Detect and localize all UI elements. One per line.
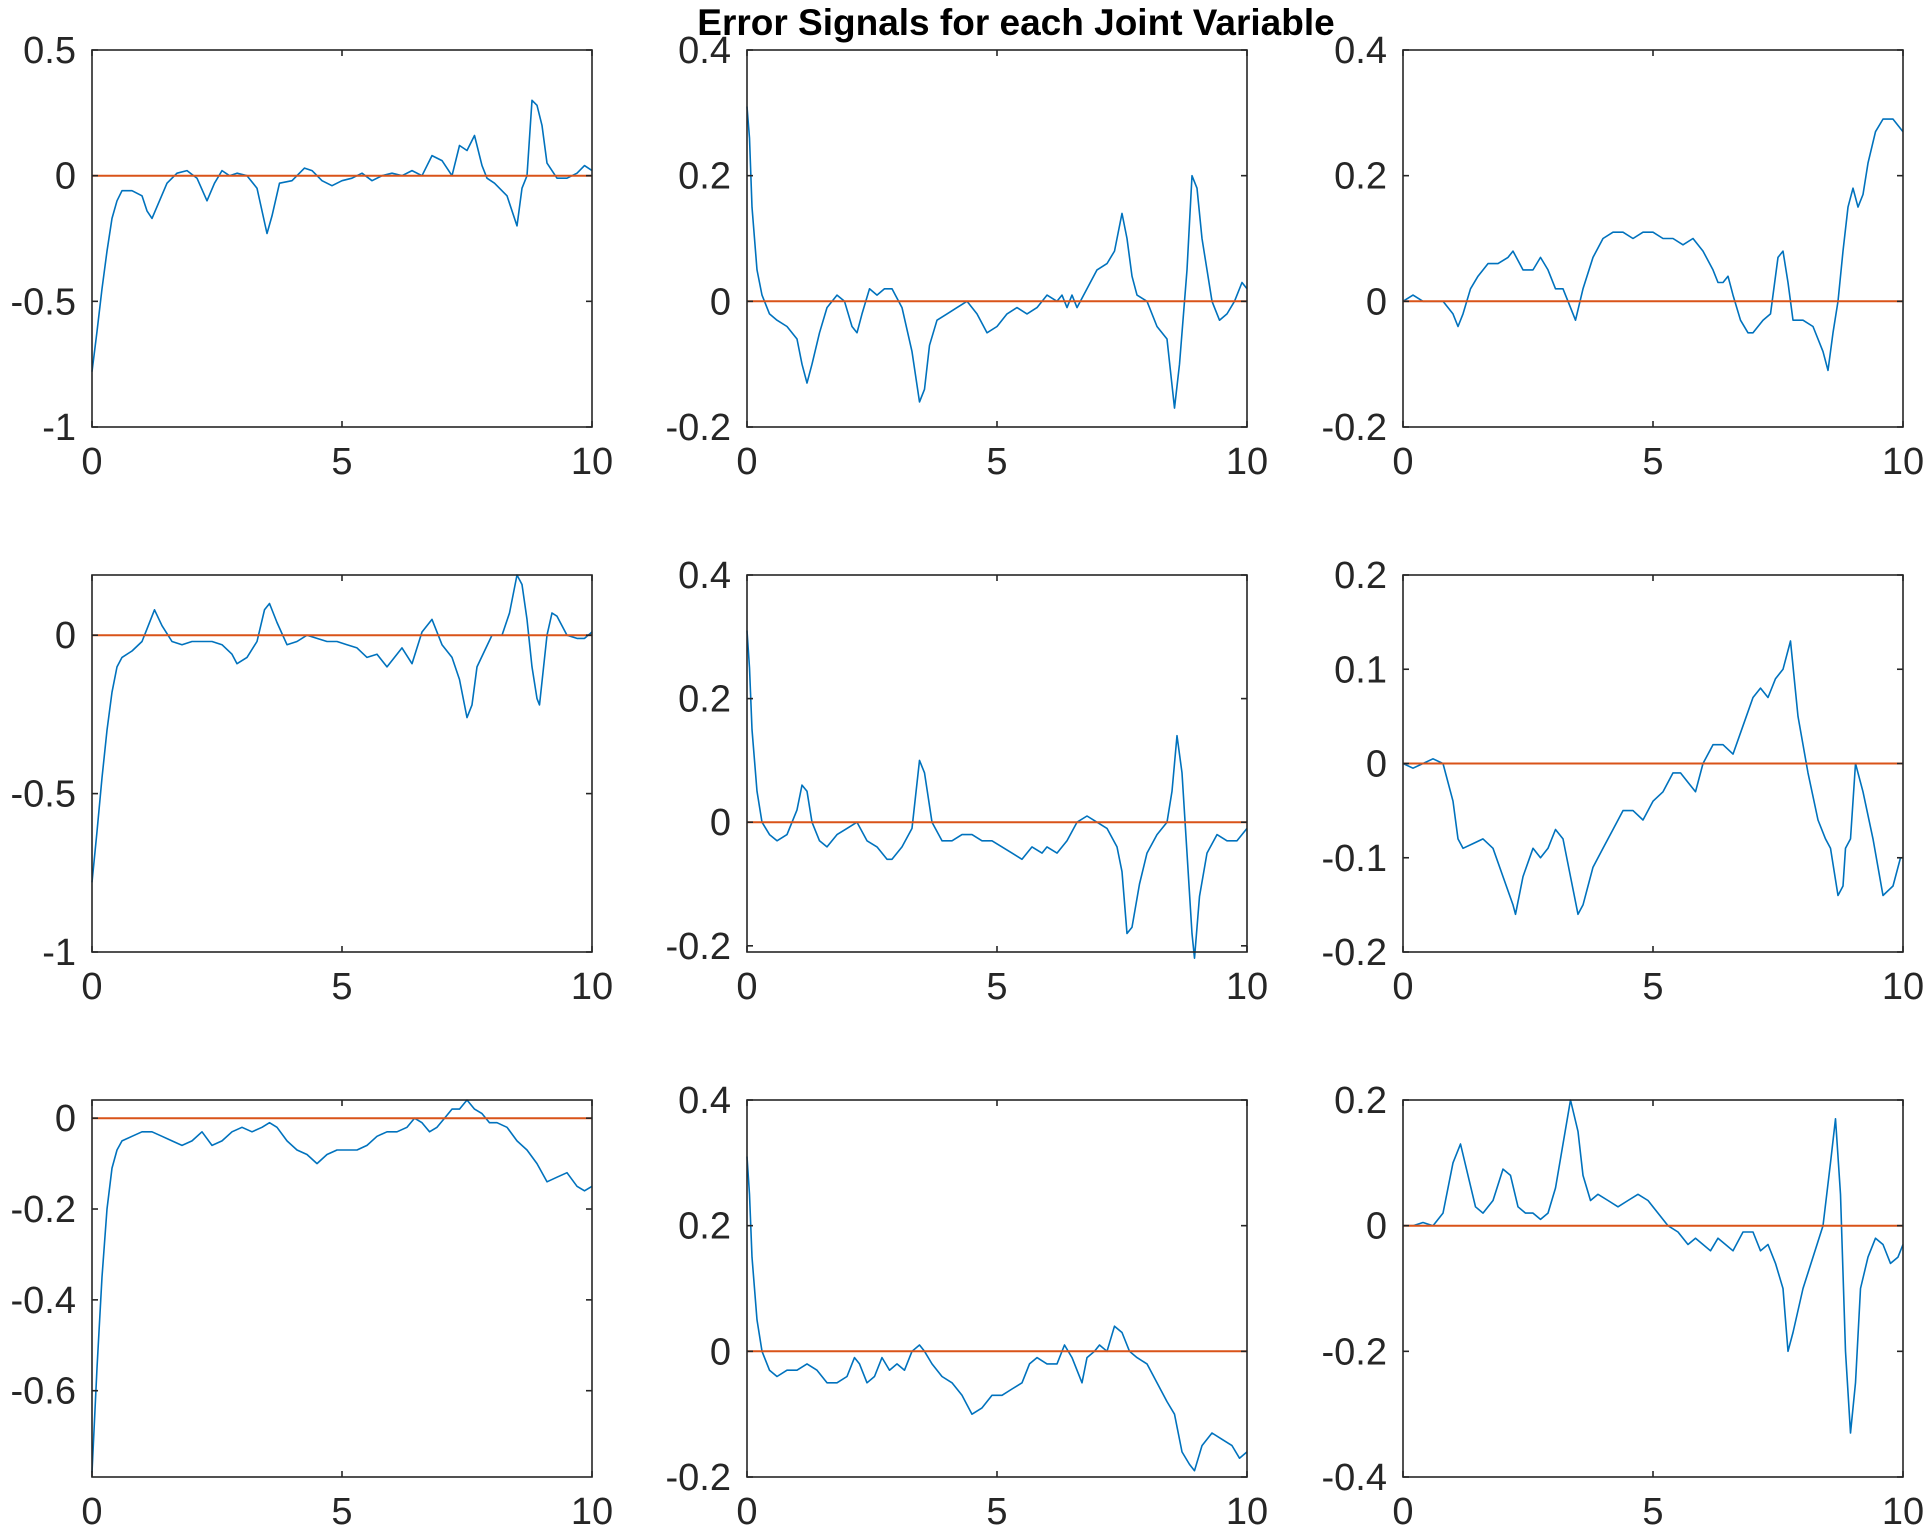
y-tick-label: 0 [1366, 281, 1387, 323]
x-tick-label: 5 [986, 966, 1007, 1008]
y-tick-label: 0 [55, 1098, 76, 1140]
x-tick-label: 0 [81, 966, 102, 1008]
y-tick-label: -0.1 [1322, 838, 1387, 880]
x-tick-label: 5 [1642, 966, 1663, 1008]
y-tick-label: 0 [710, 802, 731, 844]
subplot-r2c3: 0 5 10 -0.2 -0.1 0 0.1 0.2 [1322, 555, 1925, 1008]
x-tick-label: 0 [1392, 441, 1413, 483]
y-tick-label: -0.5 [11, 281, 76, 323]
subplot-r1c3: 0 5 10-0.200.20.4 [1322, 30, 1925, 483]
y-tick-label: 0.1 [1334, 649, 1387, 691]
x-tick-label: 10 [1882, 1491, 1924, 1533]
y-tick-label: 0.5 [23, 30, 76, 72]
x-tick-label: 10 [1226, 1491, 1268, 1533]
y-tick-label: 0 [710, 281, 731, 323]
x-tick-label: 10 [571, 441, 613, 483]
error-line-r2c1 [91, 574, 593, 883]
x-tick-label: 10 [1226, 966, 1268, 1008]
y-tick-label: 0.2 [1334, 1080, 1387, 1122]
y-tick-label: -0.2 [1322, 407, 1387, 449]
x-tick-label: 0 [736, 1491, 757, 1533]
y-tick-label: 0 [1366, 1206, 1387, 1248]
y-tick-label: 0 [55, 156, 76, 198]
y-tick-label: 0.2 [1334, 156, 1387, 198]
y-tick-label: 0.2 [678, 1206, 731, 1248]
y-tick-label: 0 [55, 615, 76, 657]
subplot-r1c2: 0 5 10-0.200.20.4 [666, 30, 1269, 483]
error-line-r3c2 [746, 1156, 1248, 1472]
y-tick-label: -0.2 [666, 407, 731, 449]
x-tick-label: 5 [986, 441, 1007, 483]
error-line-r1c2 [746, 106, 1248, 409]
x-tick-label: 5 [331, 966, 352, 1008]
y-tick-label: -0.2 [666, 1457, 731, 1499]
x-tick-label: 10 [1882, 966, 1924, 1008]
y-tick-label: 0.4 [678, 30, 731, 72]
y-tick-label: 0.4 [678, 1080, 731, 1122]
x-tick-label: 0 [736, 966, 757, 1008]
y-tick-label: 0.4 [678, 555, 731, 597]
error-line-r2c2 [746, 630, 1248, 960]
x-tick-label: 5 [1642, 1491, 1663, 1533]
y-tick-label: 0.2 [678, 679, 731, 721]
x-tick-label: 10 [571, 966, 613, 1008]
error-line-r3c1 [91, 1099, 593, 1473]
x-tick-label: 0 [1392, 966, 1413, 1008]
error-line-r1c1 [91, 99, 593, 372]
y-tick-label: -0.2 [1322, 1331, 1387, 1373]
y-tick-label: 0 [710, 1331, 731, 1373]
subplot-r2c1: 0 5 10 -1 -0.5 0 [11, 574, 613, 1008]
figure-title: Error Signals for each Joint Variable [697, 2, 1334, 43]
error-line-r3c3 [1403, 1099, 1904, 1434]
y-tick-label: -0.2 [666, 926, 731, 968]
subplot-r2c2: 0 5 10-0.200.20.4 [666, 555, 1269, 1008]
x-tick-label: 10 [571, 1491, 613, 1533]
x-tick-label: 0 [736, 441, 757, 483]
x-tick-label: 5 [331, 1491, 352, 1533]
x-tick-label: 10 [1882, 441, 1924, 483]
y-tick-label: -1 [42, 932, 76, 974]
x-tick-label: 5 [1642, 441, 1663, 483]
y-tick-label: -0.2 [1322, 932, 1387, 974]
subplot-grid: 0 5 10-1-0.500.50 5 10-0.200.20.40 5 10-0.200.… [11, 30, 1925, 1533]
x-tick-label: 10 [1226, 441, 1268, 483]
x-tick-label: 0 [81, 1491, 102, 1533]
y-tick-label: -1 [42, 407, 76, 449]
y-tick-label: 0 [1366, 744, 1387, 786]
y-tick-label: 0.2 [1334, 555, 1387, 597]
y-tick-label: -0.5 [11, 774, 76, 816]
y-tick-label: -0.4 [11, 1280, 76, 1322]
x-tick-label: 5 [331, 441, 352, 483]
error-line-r1c3 [1402, 118, 1904, 372]
x-tick-label: 0 [81, 441, 102, 483]
y-tick-label: -0.2 [11, 1189, 76, 1231]
y-tick-label: -0.4 [1322, 1457, 1387, 1499]
y-tick-label: 0.4 [1334, 30, 1387, 72]
subplot-r3c1: 0 5 10 -0.6 -0.4 -0.2 0 [11, 1098, 614, 1533]
y-tick-label: 0.2 [678, 156, 731, 198]
subplot-r3c3: 0 5 10 -0.4 -0.2 0 0.2 [1322, 1080, 1925, 1533]
subplot-r1c1: 0 5 10 -1 -0.5 0 0.5 [11, 30, 614, 483]
y-tick-label: -0.6 [11, 1371, 76, 1413]
x-tick-label: 5 [986, 1491, 1007, 1533]
subplot-r3c2: 0 5 10-0.200.20.4 [666, 1080, 1269, 1533]
error-line-r2c3 [1402, 640, 1903, 916]
x-tick-label: 0 [1392, 1491, 1413, 1533]
